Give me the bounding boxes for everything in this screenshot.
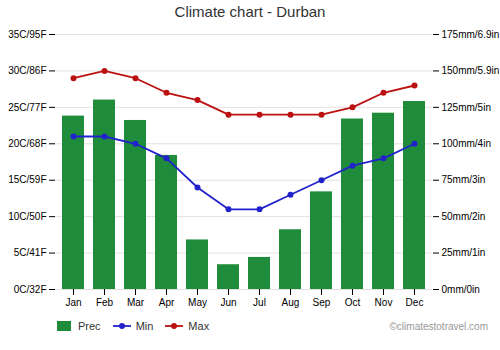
html-text:Min: Min: [135, 320, 154, 332]
svg-text:Dec: Dec: [406, 297, 424, 308]
svg-text:25mm/1in: 25mm/1in: [442, 247, 486, 258]
html-text:©climatestotravel.com: ©climatestotravel.com: [389, 320, 488, 332]
svg-text:35C/95F: 35C/95F: [8, 29, 46, 40]
svg-text:Oct: Oct: [345, 297, 361, 308]
svg-text:15C/59F: 15C/59F: [8, 174, 46, 185]
svg-text:0mm/0in: 0mm/0in: [442, 284, 480, 295]
svg-text:Jan: Jan: [65, 297, 81, 308]
html-text:Max: Max: [188, 320, 210, 332]
svg-text:25C/77F: 25C/77F: [8, 102, 46, 113]
html-text:Prec: Prec: [78, 320, 101, 332]
svg-text:100mm/4in: 100mm/4in: [442, 138, 491, 149]
svg-text:Jun: Jun: [220, 297, 236, 308]
svg-text:125mm/5in: 125mm/5in: [442, 102, 491, 113]
svg-text:50mm/2in: 50mm/2in: [442, 211, 486, 222]
svg-text:Aug: Aug: [282, 297, 300, 308]
svg-text:Sep: Sep: [313, 297, 331, 308]
svg-text:75mm/3in: 75mm/3in: [442, 174, 486, 185]
svg-text:Apr: Apr: [159, 297, 175, 308]
svg-text:Jul: Jul: [253, 297, 266, 308]
svg-text:Nov: Nov: [375, 297, 393, 308]
svg-text:Mar: Mar: [127, 297, 145, 308]
svg-text:May: May: [188, 297, 207, 308]
svg-text:150mm/5.9in: 150mm/5.9in: [442, 65, 500, 76]
svg-text:20C/68F: 20C/68F: [8, 138, 46, 149]
svg-text:175mm/6.9in: 175mm/6.9in: [442, 29, 500, 40]
svg-text:10C/50F: 10C/50F: [8, 211, 46, 222]
svg-text:Feb: Feb: [96, 297, 114, 308]
svg-text:5C/41F: 5C/41F: [14, 247, 47, 258]
svg-text:30C/86F: 30C/86F: [8, 65, 46, 76]
svg-text:0C/32F: 0C/32F: [14, 284, 47, 295]
html-text:Climate chart - Durban: Climate chart - Durban: [174, 3, 326, 20]
